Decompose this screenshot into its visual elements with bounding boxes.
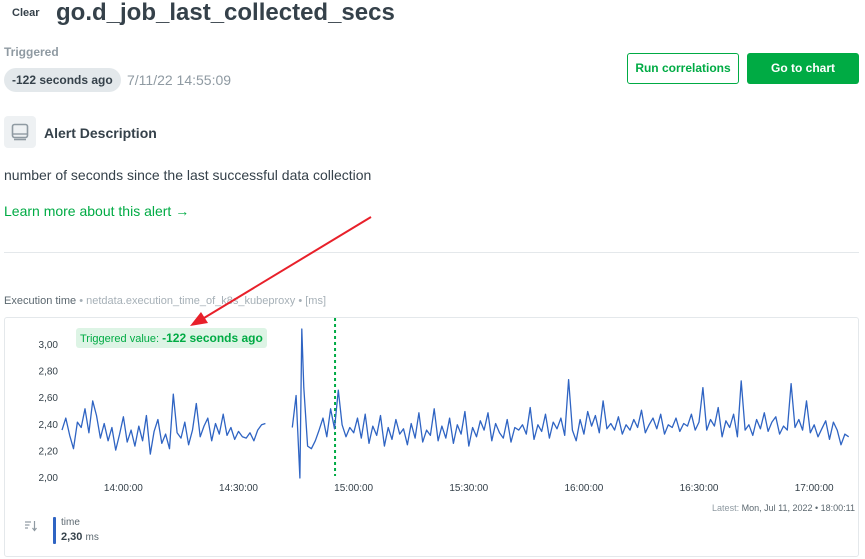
- latest-timestamp: Latest: Mon, Jul 11, 2022 • 18:00:11: [712, 503, 855, 513]
- x-tick-label: 16:30:00: [680, 483, 719, 494]
- learn-more-link[interactable]: Learn more about this alert →: [4, 203, 190, 219]
- y-tick-label: 2,60: [39, 393, 59, 404]
- series-line-time: [291, 328, 850, 479]
- triggered-value: -122 seconds ago: [162, 331, 263, 345]
- y-tick-label: 2,00: [39, 473, 59, 484]
- triggered-value-prefix: Triggered value:: [80, 333, 163, 345]
- y-tick-label: 3,00: [39, 340, 59, 351]
- clear-button[interactable]: Clear: [12, 7, 40, 19]
- latest-value: Mon, Jul 11, 2022 • 18:00:11: [741, 503, 855, 513]
- series-line-time: [61, 393, 266, 455]
- y-tick-label: 2,20: [39, 446, 59, 457]
- x-tick-label: 15:00:00: [334, 483, 373, 494]
- x-tick-label: 14:30:00: [219, 483, 258, 494]
- x-tick-label: 16:00:00: [564, 483, 603, 494]
- description-heading: Alert Description: [44, 125, 157, 141]
- sort-icon[interactable]: [24, 520, 38, 535]
- go-to-chart-button[interactable]: Go to chart: [747, 53, 859, 84]
- x-tick-label: 15:30:00: [449, 483, 488, 494]
- legend-color-swatch: [53, 517, 56, 544]
- x-tick-label: 17:00:00: [795, 483, 834, 494]
- legend-dimension-name: time: [61, 517, 80, 528]
- chart-container[interactable]: [4, 317, 859, 557]
- latest-prefix: Latest:: [712, 503, 740, 513]
- legend-value-number: 2,30: [61, 531, 83, 543]
- y-tick-label: 2,40: [39, 420, 59, 431]
- description-text: number of seconds since the last success…: [4, 167, 372, 183]
- alert-title: go.d_job_last_collected_secs: [56, 0, 395, 26]
- triggered-datetime: 7/11/22 14:55:09: [127, 72, 232, 88]
- triggered-value-badge: Triggered value: -122 seconds ago: [76, 328, 267, 348]
- x-tick-label: 14:00:00: [104, 483, 143, 494]
- legend-dimension-value: 2,30 ms: [61, 531, 99, 543]
- chart-panel-label: Execution time: [4, 295, 77, 307]
- y-tick-label: 2,80: [39, 367, 59, 378]
- section-divider: [4, 252, 859, 253]
- run-correlations-button[interactable]: Run correlations: [627, 53, 739, 84]
- triggered-ago-badge: -122 seconds ago: [4, 68, 121, 92]
- triggered-label: Triggered: [4, 45, 59, 59]
- alert-header: Clear go.d_job_last_collected_secs: [0, 0, 865, 32]
- description-icon-container: [4, 116, 36, 148]
- book-icon: [11, 123, 29, 141]
- legend-value-unit: ms: [85, 532, 99, 543]
